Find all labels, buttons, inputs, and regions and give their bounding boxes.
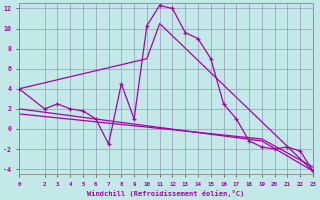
X-axis label: Windchill (Refroidissement éolien,°C): Windchill (Refroidissement éolien,°C) [87, 190, 245, 197]
